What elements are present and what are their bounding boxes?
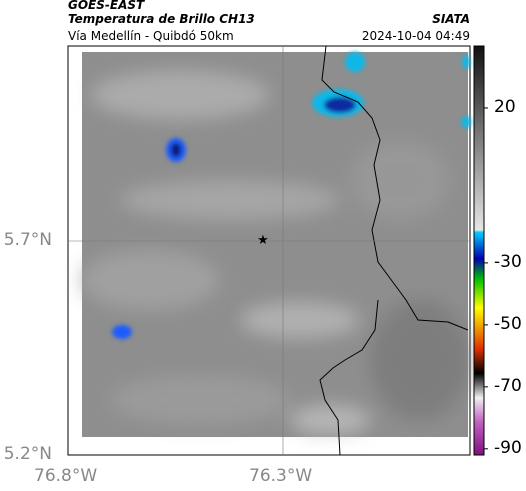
colorbar-tick-label: -50: [494, 313, 522, 334]
lat-label: 5.2°N: [3, 444, 52, 464]
location: Vía Medellín - Quibdó 50km: [68, 29, 234, 43]
datetime: 2024-10-04 04:49: [361, 29, 470, 43]
colorbar: [473, 45, 485, 456]
org: SIATA: [432, 12, 470, 26]
colorbar-tick-label: -30: [494, 251, 522, 272]
lat-label: 5.7°N: [3, 230, 52, 250]
border-line: [319, 45, 469, 456]
lon-label: 76.8°W: [34, 466, 98, 486]
colorbar-tick-label: -70: [494, 375, 522, 396]
colorbar-tick-label: 20: [494, 96, 516, 117]
site-marker: ★: [257, 233, 269, 248]
lon-label: 76.3°W: [249, 466, 313, 486]
colorbar-tick-label: -90: [494, 437, 522, 458]
source: GOES-EAST: [68, 0, 145, 12]
satellite-image: [80, 52, 471, 437]
title: Temperatura de Brillo CH13: [68, 12, 255, 26]
